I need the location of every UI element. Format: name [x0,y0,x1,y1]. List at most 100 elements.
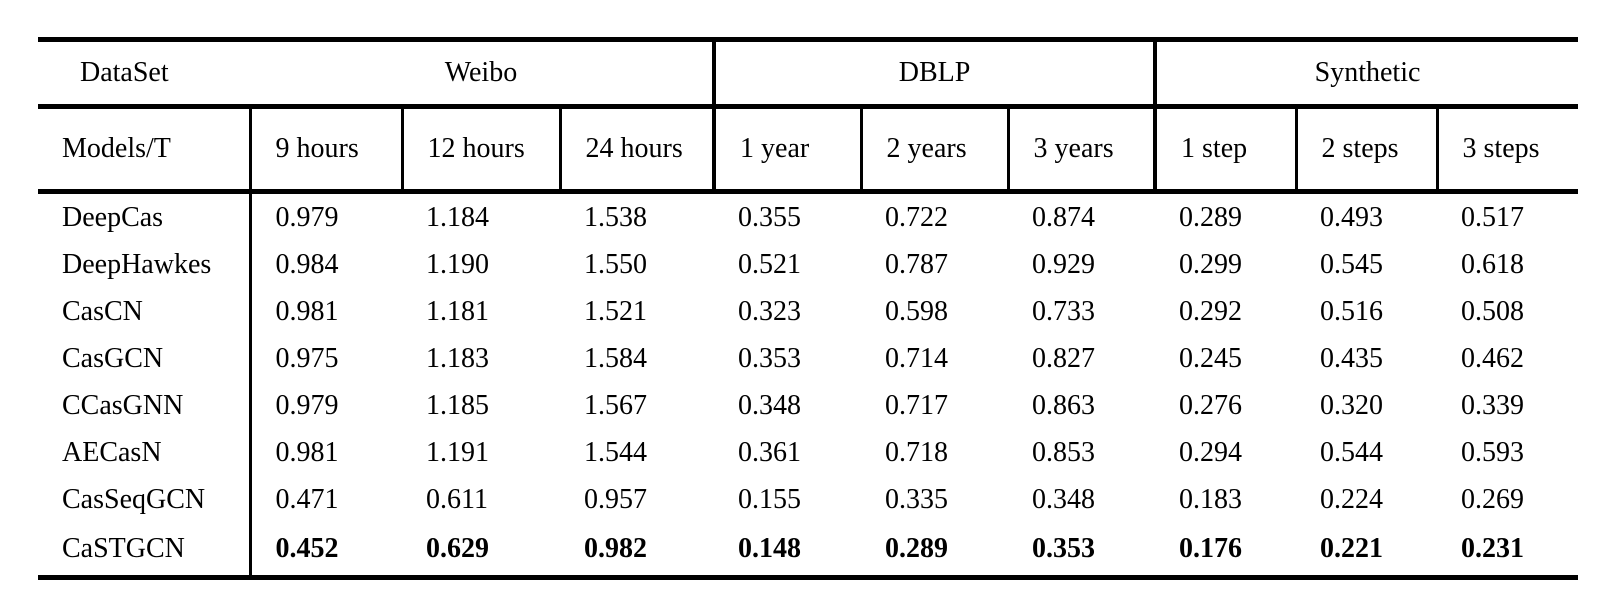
cell-value: 0.289 [1179,201,1243,233]
header-group-weibo: Weibo [250,39,717,109]
cell-value: 0.339 [1461,389,1525,421]
results-table: DataSet Weibo DBLP Synthetic Models/T 9 … [38,37,1579,580]
header-group-synthetic: Synthetic [1155,39,1579,109]
cell-value: 0.629 [426,533,489,564]
cell-value: 0.545 [1320,248,1384,280]
cell-value: 0.981 [275,295,339,327]
cell-value: 0.874 [1032,201,1096,233]
model-name: CasSeqGCN [38,476,252,523]
model-name: AECasN [38,429,252,476]
header-col-2-years: 2 years [861,106,1010,194]
cell-value: 0.294 [1179,436,1243,468]
header-col-9-hours: 9 hours [250,106,404,194]
cell-value: 0.276 [1179,389,1243,421]
cell-value: 0.323 [738,295,802,327]
cell-value: 1.190 [426,248,489,280]
cell-value: 0.517 [1461,201,1525,233]
header-col-3-years: 3 years [1008,106,1158,194]
cell-value: 0.435 [1320,342,1384,374]
cell-value: 0.598 [885,295,949,327]
cell-value: 0.335 [885,483,949,515]
cell-value: 0.353 [1032,533,1096,564]
cell-value: 1.184 [426,201,489,233]
cell-value: 0.224 [1320,483,1384,515]
cell-value: 0.717 [885,389,949,421]
cell-value: 0.787 [885,248,949,280]
cell-value: 0.493 [1320,201,1384,233]
cell-value: 0.508 [1461,295,1525,327]
header-models-label: Models/T [38,106,252,194]
header-dataset-label: DataSet [38,39,250,109]
cell-value: 0.516 [1320,295,1384,327]
cell-value: 0.452 [275,533,339,564]
cell-value: 0.593 [1461,436,1525,468]
cell-value: 0.544 [1320,436,1384,468]
cell-value: 0.348 [1032,483,1096,515]
table-row-cascn: CasCN 0.981 1.181 1.521 0.323 0.598 0.73… [38,288,1578,335]
cell-value: 0.618 [1461,248,1525,280]
cell-value: 0.148 [738,533,802,564]
table-row-deephawkes: DeepHawkes 0.984 1.190 1.550 0.521 0.787… [38,241,1578,288]
cell-value: 1.185 [426,389,489,421]
cell-value: 0.348 [738,389,802,421]
cell-value: 1.544 [584,436,647,468]
model-name: CaSTGCN [38,523,252,578]
cell-value: 0.957 [584,483,647,515]
cell-value: 1.538 [584,201,647,233]
table-row-casgcn: CasGCN 0.975 1.183 1.584 0.353 0.714 0.8… [38,335,1578,382]
cell-value: 0.231 [1461,533,1525,564]
cell-value: 0.361 [738,436,802,468]
cell-value: 0.176 [1179,533,1243,564]
cell-value: 0.471 [275,483,339,515]
cell-value: 1.521 [584,295,647,327]
model-name: CasGCN [38,335,252,382]
header-col-1-year: 1 year [714,106,863,194]
cell-value: 0.353 [738,342,802,374]
cell-value: 0.827 [1032,342,1096,374]
header-col-1-step: 1 step [1155,106,1298,194]
cell-value: 0.611 [426,483,488,515]
cell-value: 1.584 [584,342,647,374]
table-row-aecasn: AECasN 0.981 1.191 1.544 0.361 0.718 0.8… [38,429,1578,476]
cell-value: 0.355 [738,201,802,233]
cell-value: 0.245 [1179,342,1243,374]
cell-value: 0.853 [1032,436,1096,468]
model-name: DeepHawkes [38,241,252,288]
cell-value: 0.221 [1320,533,1384,564]
header-col-3-steps: 3 steps [1437,106,1579,194]
cell-value: 0.320 [1320,389,1384,421]
header-group-dblp: DBLP [714,39,1158,109]
cell-value: 0.982 [584,533,647,564]
cell-value: 0.183 [1179,483,1243,515]
model-name: CCasGNN [38,382,252,429]
cell-value: 1.550 [584,248,647,280]
cell-value: 0.462 [1461,342,1525,374]
cell-value: 0.733 [1032,295,1096,327]
header-group-row: DataSet Weibo DBLP Synthetic [38,39,1579,109]
cell-value: 0.718 [885,436,949,468]
cell-value: 0.984 [275,248,339,280]
table-row-ccasgnn: CCasGNN 0.979 1.185 1.567 0.348 0.717 0.… [38,382,1578,429]
cell-value: 0.863 [1032,389,1096,421]
cell-value: 0.292 [1179,295,1243,327]
cell-value: 0.979 [275,389,339,421]
header-col-24-hours: 24 hours [560,106,717,194]
cell-value: 0.269 [1461,483,1525,515]
cell-value: 0.521 [738,248,802,280]
cell-value: 0.155 [738,483,802,515]
cell-value: 1.191 [426,436,489,468]
cell-value: 0.714 [885,342,949,374]
cell-value: 0.979 [275,201,339,233]
cell-value: 0.299 [1179,248,1243,280]
cell-value: 1.181 [426,295,489,327]
table-row-castgcn: CaSTGCN 0.452 0.629 0.982 0.148 0.289 0.… [38,523,1578,578]
model-name: CasCN [38,288,252,335]
table-row-casseqgcn: CasSeqGCN 0.471 0.611 0.957 0.155 0.335 … [38,476,1578,523]
header-col-12-hours: 12 hours [402,106,562,194]
header-col-2-steps: 2 steps [1296,106,1439,194]
cell-value: 0.289 [885,533,949,564]
cell-value: 0.975 [275,342,339,374]
cell-value: 0.981 [275,436,339,468]
cell-value: 1.183 [426,342,489,374]
